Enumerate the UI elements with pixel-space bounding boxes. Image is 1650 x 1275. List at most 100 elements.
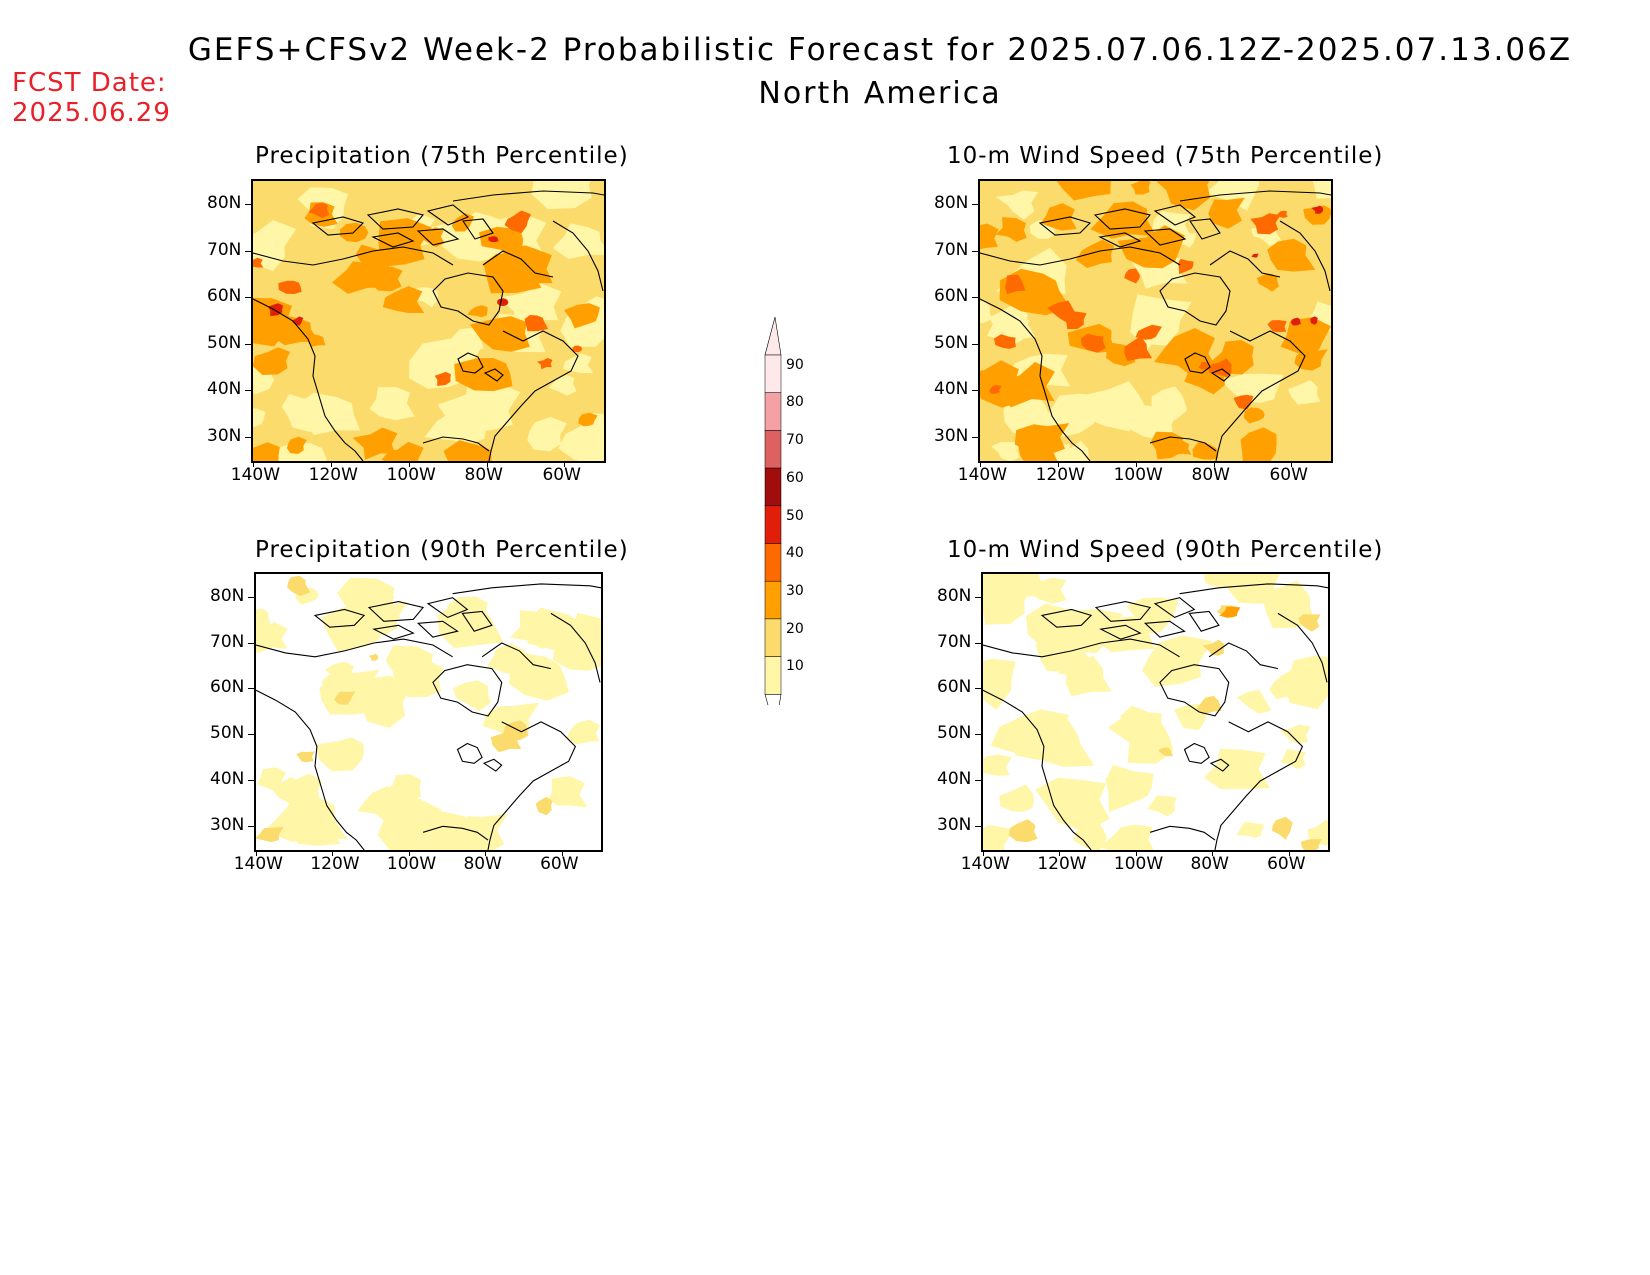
lon-tick-label: 100W: [386, 465, 436, 485]
coastline: [457, 352, 484, 374]
probability-contour: [467, 305, 488, 318]
probability-contour: [265, 796, 348, 842]
forecast-date-label: FCST Date:: [12, 68, 167, 98]
probability-contour: [454, 358, 513, 392]
coastline: [452, 583, 601, 595]
probability-contour: [368, 653, 379, 661]
probability-contour: [1236, 821, 1265, 839]
probability-contour: [1081, 333, 1106, 353]
probability-contour: [429, 217, 504, 262]
coastline: [256, 638, 453, 658]
tick-mark: [982, 850, 984, 856]
lat-tick-label: 60N: [210, 677, 245, 698]
probability-contour: [1240, 427, 1277, 461]
probability-contour: [296, 751, 315, 763]
coastline: [1183, 742, 1210, 764]
probability-contour: [1208, 197, 1245, 229]
probability-contour: [1221, 574, 1280, 604]
lon-tick-label: 80W: [1190, 854, 1229, 874]
precip-90-field: [256, 574, 601, 850]
probability-contour: [1107, 712, 1174, 764]
probability-contour: [1205, 181, 1260, 211]
probability-contour: [1178, 258, 1194, 275]
tick-mark: [1057, 461, 1059, 467]
colorbar-tick-label: 60: [786, 469, 804, 486]
tick-mark: [972, 343, 978, 345]
probability-contour: [1300, 839, 1322, 850]
coastline: [253, 246, 454, 266]
tick-mark: [486, 461, 488, 467]
tick-mark: [248, 642, 254, 644]
probability-contour: [256, 622, 288, 654]
probability-contour: [983, 824, 1014, 850]
coastline: [422, 436, 490, 452]
probability-contour: [1290, 317, 1301, 326]
tick-mark: [975, 780, 981, 782]
probability-contour: [1272, 816, 1293, 840]
colorbar-top-arrow: [764, 316, 782, 356]
lon-tick-label: 100W: [386, 854, 437, 874]
coastline: [1179, 190, 1331, 202]
probability-contour: [991, 441, 1021, 461]
tick-mark: [245, 436, 251, 438]
coastline: [488, 330, 579, 461]
lat-tick-label: 30N: [207, 425, 242, 446]
lon-tick-label: 100W: [1113, 465, 1163, 485]
probability-contour: [1158, 747, 1174, 757]
coastline: [432, 272, 504, 326]
probability-contour: [1057, 651, 1099, 683]
region-title: North America: [758, 76, 1002, 111]
probability-contour: [1243, 407, 1265, 424]
colorbar-tick-label: 70: [786, 432, 804, 449]
probability-contour: [1080, 381, 1145, 432]
coastline: [1208, 642, 1279, 670]
probability-contour: [504, 210, 532, 234]
coastline: [416, 228, 460, 246]
coastline: [456, 742, 483, 764]
coastline: [983, 638, 1180, 658]
coastline: [980, 246, 1181, 266]
probability-contour: [253, 442, 280, 461]
probability-contour: [1298, 614, 1321, 632]
panel-title: 10-m Wind Speed (90th Percentile): [947, 537, 1384, 563]
probability-contour: [980, 360, 1027, 408]
probability-contour: [572, 345, 583, 353]
probability-contour: [1256, 273, 1279, 292]
probability-contour: [424, 407, 488, 445]
probability-contour: [1250, 213, 1281, 235]
coastline: [1189, 218, 1221, 240]
lat-tick-label: 40N: [937, 769, 972, 790]
lat-tick-label: 50N: [207, 332, 242, 353]
coastline: [372, 624, 415, 640]
tick-mark: [248, 596, 254, 598]
probability-contour: [524, 315, 549, 332]
forecast-date: FCST Date: 2025.06.29: [12, 68, 171, 128]
probability-contour: [983, 754, 1012, 776]
tick-mark: [332, 850, 334, 856]
probability-contour: [1203, 574, 1231, 588]
colorbar-segment: [764, 618, 782, 657]
tick-mark: [975, 688, 981, 690]
lat-tick-label: 50N: [210, 723, 245, 744]
lat-tick-label: 70N: [937, 631, 972, 652]
probability-contour: [1055, 440, 1090, 461]
coastline: [256, 689, 365, 850]
probability-contour: [987, 574, 1047, 606]
lat-tick-label: 40N: [207, 379, 242, 400]
tick-mark: [245, 390, 251, 392]
lat-tick-label: 40N: [210, 769, 245, 790]
probability-contour: [1219, 606, 1241, 618]
probability-contour: [256, 826, 284, 843]
probability-contour: [253, 220, 297, 272]
coastline: [422, 825, 489, 841]
probability-contour: [352, 427, 398, 460]
coastline: [426, 204, 470, 226]
probability-contour: [531, 181, 592, 210]
probability-contour: [510, 610, 559, 650]
wind-75-map: [978, 179, 1333, 463]
probability-contour: [564, 303, 600, 329]
coastline: [253, 298, 364, 461]
probability-contour: [1124, 336, 1153, 362]
lon-tick-label: 140W: [957, 465, 1008, 485]
panel-title: Precipitation (90th Percentile): [255, 537, 629, 563]
